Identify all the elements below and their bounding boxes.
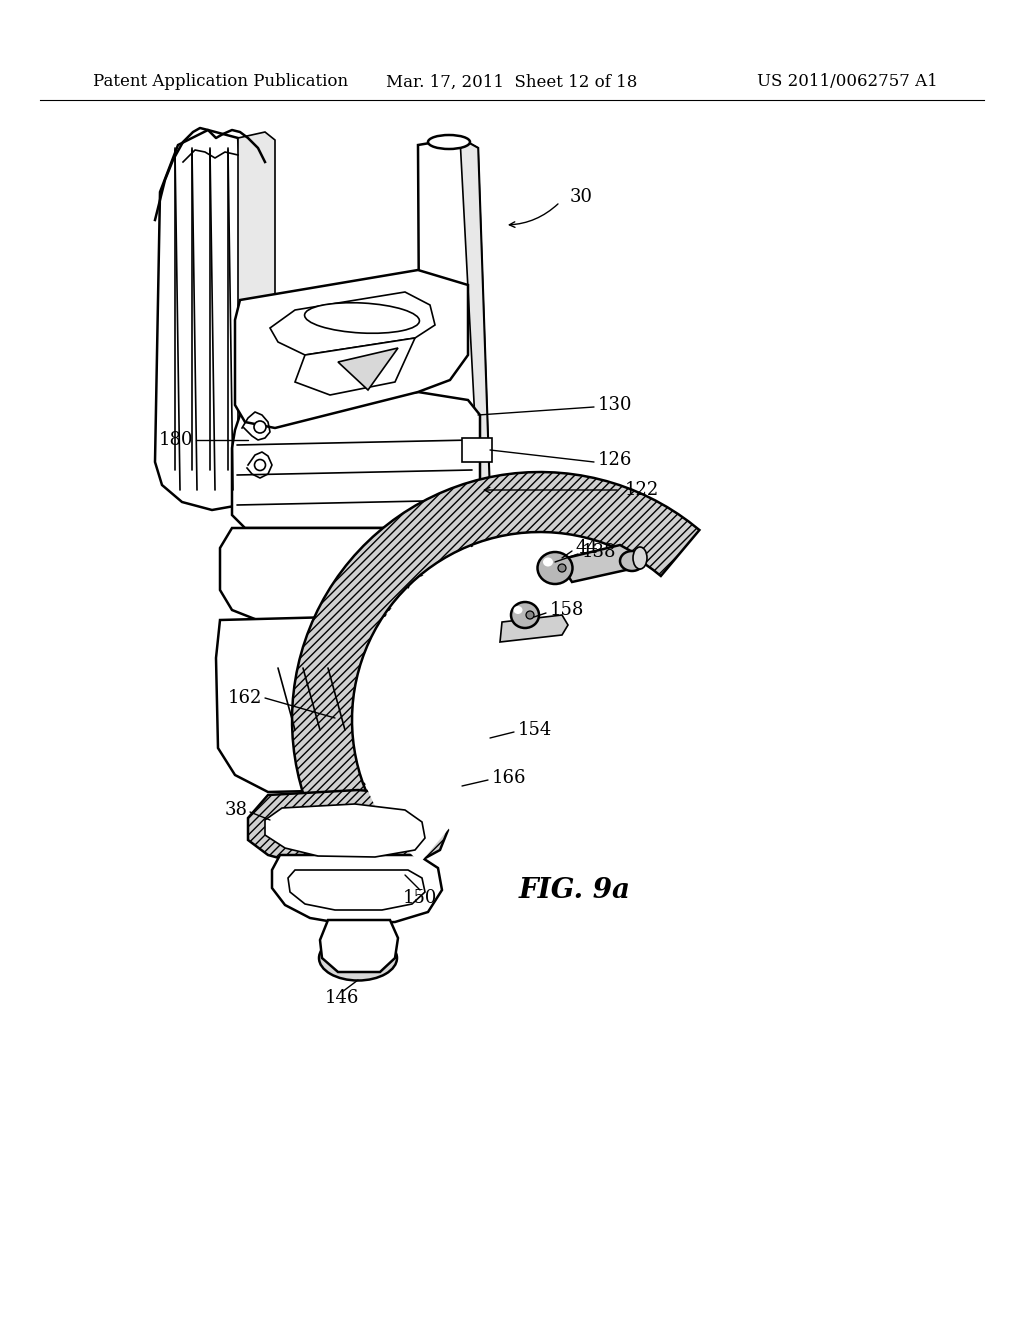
Text: 180: 180 [159, 432, 193, 449]
Text: 126: 126 [598, 451, 633, 469]
Polygon shape [338, 348, 398, 389]
Ellipse shape [633, 546, 647, 569]
Polygon shape [216, 615, 415, 792]
Polygon shape [232, 392, 480, 528]
Polygon shape [319, 920, 398, 972]
Ellipse shape [526, 611, 534, 619]
Text: 138: 138 [582, 543, 616, 561]
Polygon shape [460, 139, 490, 515]
Polygon shape [155, 129, 265, 510]
Polygon shape [234, 271, 468, 428]
Text: 154: 154 [518, 721, 552, 739]
Text: FIG. 9a: FIG. 9a [519, 876, 631, 903]
Polygon shape [462, 438, 492, 462]
Polygon shape [558, 545, 638, 582]
Text: Mar. 17, 2011  Sheet 12 of 18: Mar. 17, 2011 Sheet 12 of 18 [386, 74, 638, 91]
Text: 162: 162 [227, 689, 262, 708]
Polygon shape [270, 292, 435, 355]
Text: 30: 30 [570, 187, 593, 206]
Polygon shape [295, 338, 415, 395]
Polygon shape [272, 855, 442, 924]
Ellipse shape [254, 421, 266, 433]
Text: 130: 130 [598, 396, 633, 414]
Polygon shape [288, 870, 425, 909]
Polygon shape [292, 473, 699, 909]
Text: Patent Application Publication: Patent Application Publication [93, 74, 348, 91]
Ellipse shape [558, 564, 566, 572]
Ellipse shape [428, 135, 470, 149]
Ellipse shape [511, 602, 539, 628]
Text: 158: 158 [550, 601, 585, 619]
Polygon shape [408, 576, 462, 615]
Ellipse shape [255, 459, 265, 470]
Polygon shape [220, 528, 475, 624]
Text: US 2011/0062757 A1: US 2011/0062757 A1 [758, 74, 938, 91]
Text: 146: 146 [325, 989, 359, 1007]
Polygon shape [248, 789, 449, 869]
Text: 122: 122 [625, 480, 659, 499]
Polygon shape [500, 615, 568, 642]
Polygon shape [265, 804, 425, 857]
Text: 38: 38 [225, 801, 248, 818]
Polygon shape [238, 132, 275, 490]
Ellipse shape [620, 550, 644, 572]
Text: 44: 44 [575, 539, 598, 557]
Polygon shape [418, 139, 490, 520]
Text: 150: 150 [402, 888, 437, 907]
Ellipse shape [319, 936, 397, 981]
Text: 166: 166 [492, 770, 526, 787]
Ellipse shape [538, 552, 572, 583]
Polygon shape [354, 535, 659, 862]
Ellipse shape [513, 606, 522, 614]
Ellipse shape [304, 302, 420, 333]
Ellipse shape [543, 557, 553, 566]
